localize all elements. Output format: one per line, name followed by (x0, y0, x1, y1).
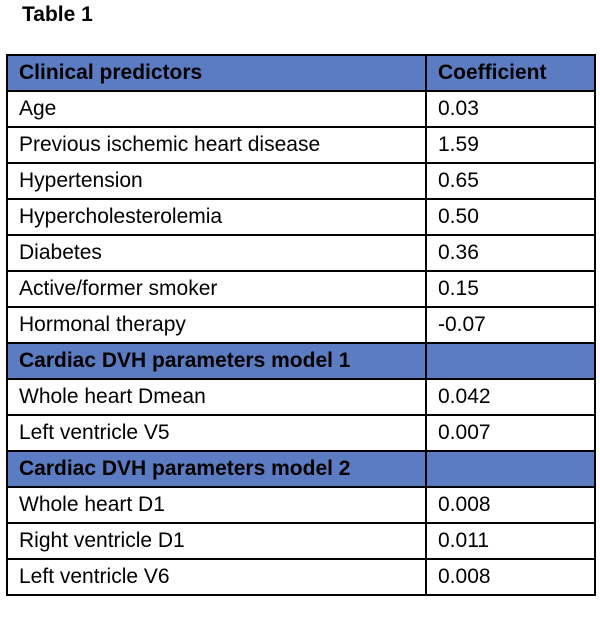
table-row: Age 0.03 (6, 90, 596, 128)
coefficient-cell: 1.59 (425, 126, 596, 164)
section-header-row: Cardiac DVH parameters model 2 (6, 450, 596, 488)
predictor-cell: Left ventricle V5 (6, 414, 427, 452)
table-header-row: Clinical predictors Coefficient (6, 54, 596, 92)
column-header-coefficient: Coefficient (425, 54, 596, 92)
table-row: Whole heart D1 0.008 (6, 486, 596, 524)
table-caption: Table 1 (22, 3, 93, 26)
predictor-cell: Previous ischemic heart disease (6, 126, 427, 164)
coefficient-cell: 0.011 (425, 522, 596, 560)
coefficient-cell: 0.03 (425, 90, 596, 128)
coefficient-cell: -0.07 (425, 306, 596, 344)
section-empty-cell (425, 450, 596, 488)
section-label-cell: Cardiac DVH parameters model 2 (6, 450, 427, 488)
predictor-cell: Whole heart D1 (6, 486, 427, 524)
coefficient-cell: 0.007 (425, 414, 596, 452)
coefficient-cell: 0.65 (425, 162, 596, 200)
coefficient-cell: 0.36 (425, 234, 596, 272)
column-header-predictors: Clinical predictors (6, 54, 427, 92)
predictor-cell: Age (6, 90, 427, 128)
section-empty-cell (425, 342, 596, 380)
table-row: Diabetes 0.36 (6, 234, 596, 272)
predictor-cell: Whole heart Dmean (6, 378, 427, 416)
table-row: Whole heart Dmean 0.042 (6, 378, 596, 416)
table-row: Previous ischemic heart disease 1.59 (6, 126, 596, 164)
predictor-cell: Hypertension (6, 162, 427, 200)
table-body: Clinical predictors Coefficient Age 0.03 P… (6, 54, 596, 596)
table-row: Hypercholesterolemia 0.50 (6, 198, 596, 236)
table-row: Left ventricle V5 0.007 (6, 414, 596, 452)
predictor-cell: Hormonal therapy (6, 306, 427, 344)
section-header-row: Cardiac DVH parameters model 1 (6, 342, 596, 380)
coefficient-cell: 0.50 (425, 198, 596, 236)
predictor-cell: Hypercholesterolemia (6, 198, 427, 236)
table-row: Active/former smoker 0.15 (6, 270, 596, 308)
coefficient-cell: 0.008 (425, 486, 596, 524)
predictor-cell: Right ventricle D1 (6, 522, 427, 560)
predictor-cell: Left ventricle V6 (6, 558, 427, 596)
coefficient-cell: 0.15 (425, 270, 596, 308)
table-row: Hormonal therapy -0.07 (6, 306, 596, 344)
section-label-cell: Cardiac DVH parameters model 1 (6, 342, 427, 380)
coefficient-cell: 0.042 (425, 378, 596, 416)
coefficients-table: Clinical predictors Coefficient Age 0.03 P… (6, 54, 596, 596)
table-row: Left ventricle V6 0.008 (6, 558, 596, 596)
table-row: Right ventricle D1 0.011 (6, 522, 596, 560)
coefficient-cell: 0.008 (425, 558, 596, 596)
table-row: Hypertension 0.65 (6, 162, 596, 200)
predictor-cell: Active/former smoker (6, 270, 427, 308)
predictor-cell: Diabetes (6, 234, 427, 272)
